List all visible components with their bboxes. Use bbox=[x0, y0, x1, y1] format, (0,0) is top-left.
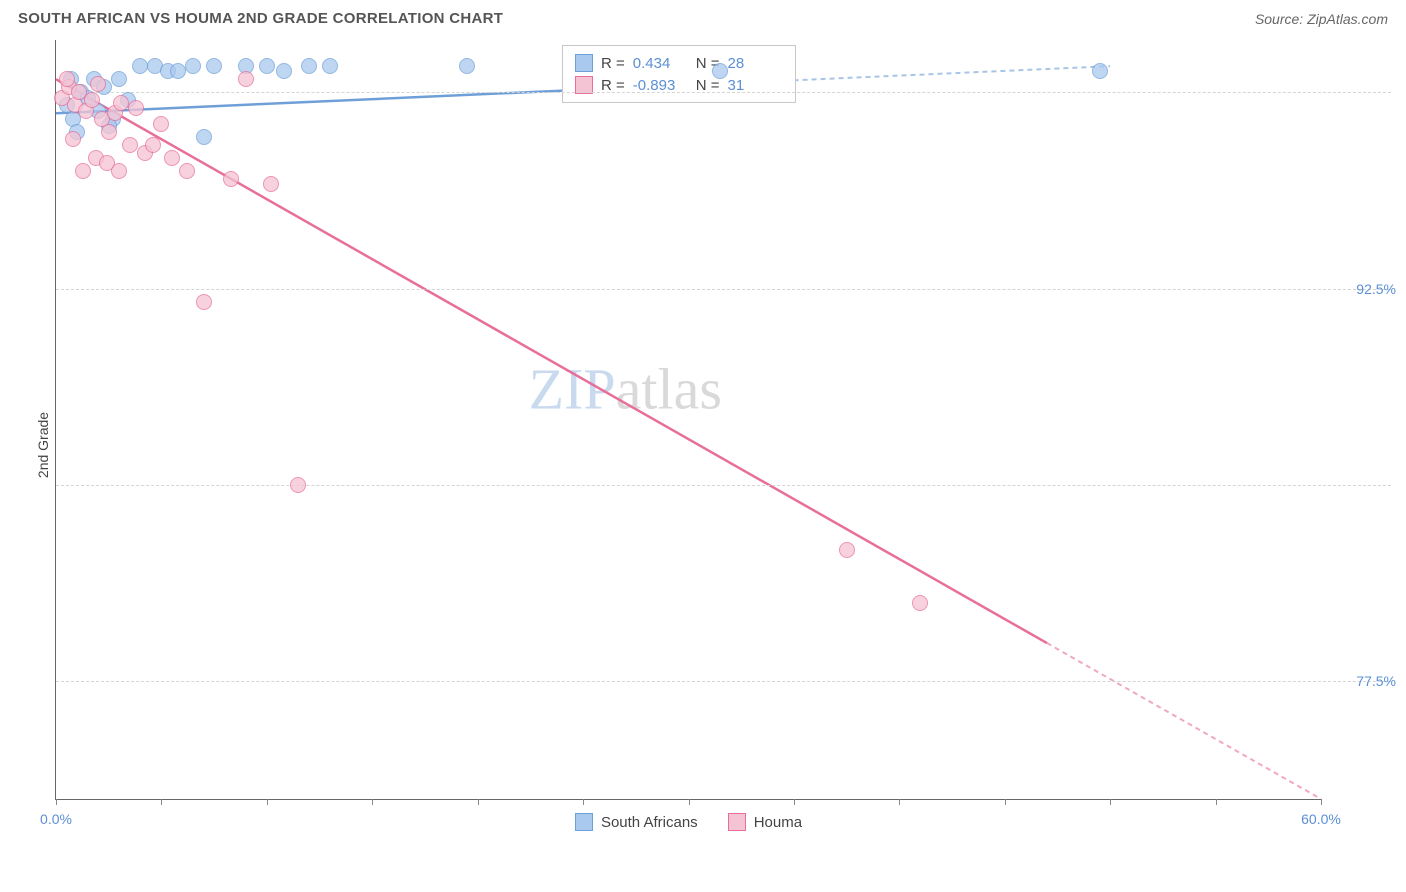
x-tick bbox=[56, 799, 57, 805]
n-value: 31 bbox=[728, 77, 783, 94]
gridline bbox=[56, 289, 1391, 290]
x-tick bbox=[267, 799, 268, 805]
x-tick bbox=[372, 799, 373, 805]
series-legend-item: Houma bbox=[728, 813, 802, 831]
y-tick-label: 92.5% bbox=[1356, 281, 1396, 297]
scatter-point bbox=[259, 58, 275, 74]
chart-title: SOUTH AFRICAN VS HOUMA 2ND GRADE CORRELA… bbox=[18, 10, 503, 27]
scatter-point bbox=[59, 71, 75, 87]
r-value: -0.893 bbox=[633, 77, 688, 94]
n-value: 28 bbox=[728, 55, 783, 72]
series-legend-item: South Africans bbox=[575, 813, 698, 831]
scatter-point bbox=[276, 63, 292, 79]
series-legend: South Africans Houma bbox=[56, 813, 1321, 831]
series-name: South Africans bbox=[601, 814, 698, 831]
x-tick bbox=[1110, 799, 1111, 805]
legend-swatch bbox=[575, 813, 593, 831]
trend-line-solid bbox=[56, 79, 1047, 643]
scatter-point bbox=[238, 71, 254, 87]
scatter-point bbox=[196, 129, 212, 145]
scatter-point bbox=[185, 58, 201, 74]
scatter-point bbox=[113, 95, 129, 111]
legend-row: R =0.434N =28 bbox=[575, 52, 783, 74]
x-tick bbox=[478, 799, 479, 805]
scatter-point bbox=[170, 63, 186, 79]
x-tick bbox=[1216, 799, 1217, 805]
x-tick bbox=[899, 799, 900, 805]
r-value: 0.434 bbox=[633, 55, 688, 72]
scatter-point bbox=[322, 58, 338, 74]
y-axis-label: 2nd Grade bbox=[35, 412, 51, 478]
scatter-point bbox=[712, 63, 728, 79]
r-label: R = bbox=[601, 55, 625, 72]
scatter-point bbox=[263, 176, 279, 192]
trend-line-dashed bbox=[1047, 643, 1321, 799]
scatter-point bbox=[145, 137, 161, 153]
y-tick-label: 77.5% bbox=[1356, 673, 1396, 689]
scatter-point bbox=[223, 171, 239, 187]
x-tick bbox=[794, 799, 795, 805]
legend-swatch bbox=[575, 54, 593, 72]
scatter-point bbox=[196, 294, 212, 310]
scatter-point bbox=[912, 595, 928, 611]
r-label: R = bbox=[601, 77, 625, 94]
chart-header: SOUTH AFRICAN VS HOUMA 2ND GRADE CORRELA… bbox=[0, 0, 1406, 35]
x-tick bbox=[1005, 799, 1006, 805]
x-tick-label: 0.0% bbox=[40, 811, 72, 827]
x-tick-label: 60.0% bbox=[1301, 811, 1341, 827]
plot-area: ZIPatlas R =0.434N =28R =-0.893N =31 Sou… bbox=[55, 40, 1321, 800]
scatter-point bbox=[206, 58, 222, 74]
n-label: N = bbox=[696, 77, 720, 94]
legend-swatch bbox=[728, 813, 746, 831]
scatter-point bbox=[65, 131, 81, 147]
scatter-point bbox=[111, 71, 127, 87]
x-tick bbox=[689, 799, 690, 805]
scatter-point bbox=[153, 116, 169, 132]
series-name: Houma bbox=[754, 814, 802, 831]
scatter-point bbox=[301, 58, 317, 74]
scatter-point bbox=[101, 124, 117, 140]
gridline bbox=[56, 92, 1391, 93]
scatter-point bbox=[1092, 63, 1108, 79]
scatter-point bbox=[75, 163, 91, 179]
scatter-point bbox=[459, 58, 475, 74]
scatter-point bbox=[122, 137, 138, 153]
scatter-point bbox=[84, 92, 100, 108]
scatter-point bbox=[839, 542, 855, 558]
correlation-legend-box: R =0.434N =28R =-0.893N =31 bbox=[562, 45, 796, 103]
chart-container: 2nd Grade ZIPatlas R =0.434N =28R =-0.89… bbox=[0, 35, 1406, 855]
x-tick bbox=[161, 799, 162, 805]
legend-swatch bbox=[575, 76, 593, 94]
gridline bbox=[56, 681, 1391, 682]
x-tick bbox=[583, 799, 584, 805]
scatter-point bbox=[111, 163, 127, 179]
scatter-point bbox=[290, 477, 306, 493]
x-tick bbox=[1321, 799, 1322, 805]
trend-lines-svg bbox=[56, 40, 1321, 799]
scatter-point bbox=[90, 76, 106, 92]
scatter-point bbox=[128, 100, 144, 116]
scatter-point bbox=[132, 58, 148, 74]
scatter-point bbox=[179, 163, 195, 179]
gridline bbox=[56, 485, 1391, 486]
source-attribution: Source: ZipAtlas.com bbox=[1255, 11, 1388, 27]
scatter-point bbox=[164, 150, 180, 166]
